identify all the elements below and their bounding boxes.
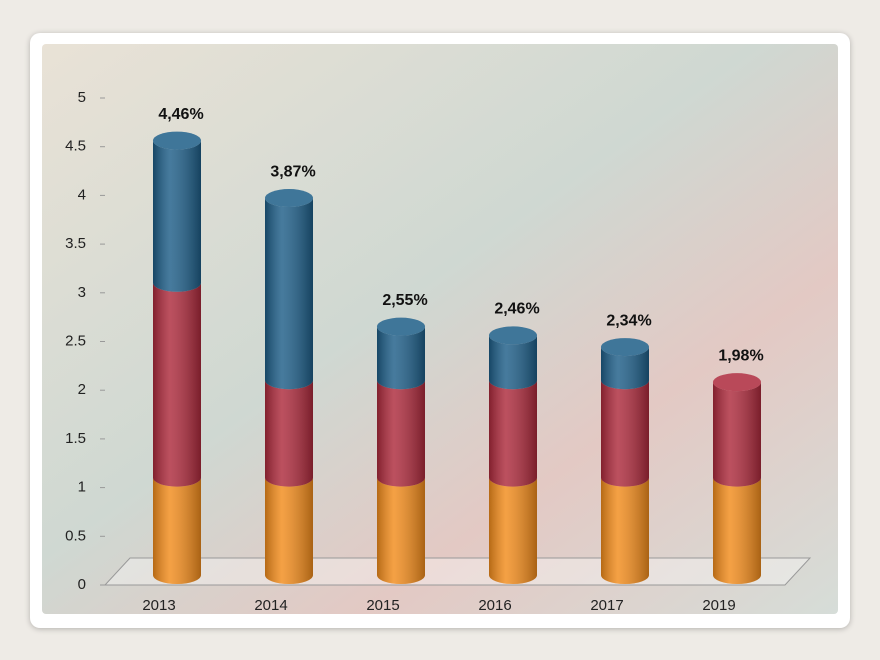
cylinder-shade <box>489 335 537 390</box>
y-tick-label: 2.5 <box>65 332 86 349</box>
cylinder-top-highlight <box>489 326 537 345</box>
cylinder-shade <box>601 477 649 584</box>
cylinder-shade <box>489 477 537 584</box>
y-tick-label: 3 <box>78 284 86 301</box>
value-label: 2,34% <box>606 312 651 329</box>
cylinder-shade <box>713 477 761 584</box>
cylinder-top <box>265 189 313 208</box>
cylinder-top-highlight <box>265 189 313 208</box>
value-label: 2,46% <box>494 301 539 318</box>
cylinder-shade <box>377 326 425 390</box>
cylinder-shade <box>265 198 313 390</box>
x-tick-label: 2014 <box>254 597 287 614</box>
cylinder-shade <box>265 380 313 487</box>
cylinder-shade <box>713 382 761 487</box>
x-tick-label: 2015 <box>366 597 399 614</box>
cylinder-shade <box>153 282 201 487</box>
cylinder-top <box>153 131 201 150</box>
y-tick-label: 2 <box>78 381 86 398</box>
cylinder-top <box>601 338 649 357</box>
y-tick-label: 5 <box>78 89 86 106</box>
floor <box>103 557 812 586</box>
cylinder-top <box>489 326 537 345</box>
cylinder-top-highlight <box>713 373 761 392</box>
value-label: 2,55% <box>382 292 427 309</box>
y-tick-label: 3.5 <box>65 235 86 252</box>
cylinder-shade <box>377 380 425 487</box>
value-label: 4,46% <box>158 106 203 123</box>
value-label: 1,98% <box>718 347 763 364</box>
cylinder-top <box>713 373 761 392</box>
x-tick-label: 2017 <box>590 597 623 614</box>
x-tick-label: 2016 <box>478 597 511 614</box>
y-tick-label: 4 <box>78 186 86 203</box>
cylinder-shade <box>153 140 201 292</box>
cylinder-top-highlight <box>601 338 649 357</box>
x-tick-label: 2019 <box>702 597 735 614</box>
x-tick-label: 2013 <box>142 597 175 614</box>
cylinder-top <box>377 317 425 336</box>
cylinder-shade <box>601 347 649 390</box>
value-label: 3,87% <box>270 163 315 180</box>
cylinder-shade <box>601 380 649 487</box>
cylinder-shade <box>153 477 201 584</box>
cylinder-shade <box>489 380 537 487</box>
y-tick-label: 4.5 <box>65 138 86 155</box>
y-tick-label: 1 <box>78 479 86 496</box>
cylinder-shade <box>265 477 313 584</box>
cylinder-shade <box>377 477 425 584</box>
y-tick-label: 0 <box>78 576 86 593</box>
cylinder-top-highlight <box>153 131 201 150</box>
cylinder-top-highlight <box>377 317 425 336</box>
y-tick-label: 1.5 <box>65 430 86 447</box>
y-tick-label: 0.5 <box>65 527 86 544</box>
